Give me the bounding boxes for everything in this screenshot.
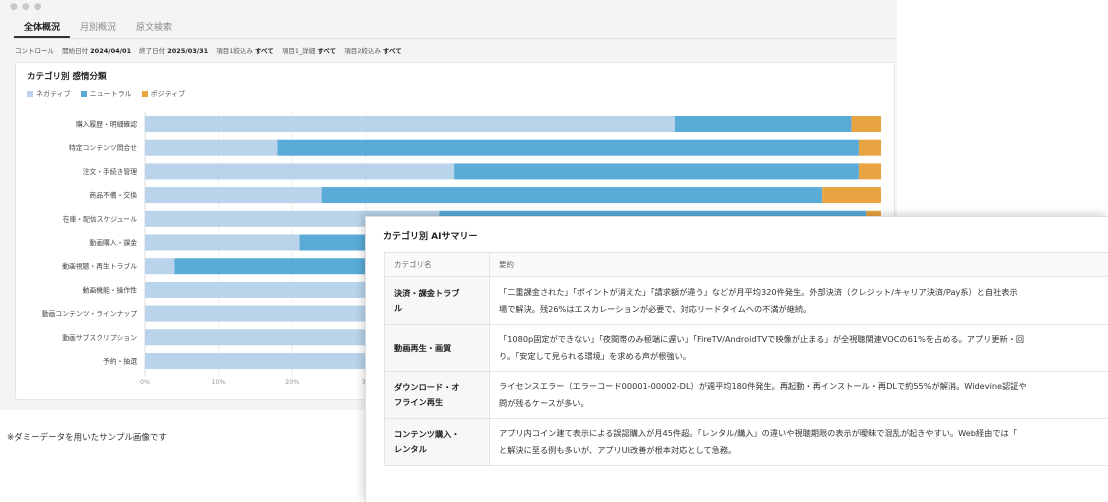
bar-segment-positive [858,163,881,180]
category-label: 動画コンテンツ・ラインナップ [42,309,137,318]
summary-table: カテゴリ名 要約 決済・課金トラブル「二重課金された」「ポイントが消えた」「請求… [384,252,1108,466]
summary-category: 決済・課金トラブル [384,276,490,325]
bar-segment-negative [145,116,675,132]
category-label: 購入履歴・明細確認 [76,120,137,129]
bar-segment-negative [145,139,278,156]
summary-text: 「1080p固定ができない」「夜間帯のみ極端に遅い」「FireTV/Androi… [489,324,1108,372]
item1-detail-filter[interactable]: 項目1_詳細 すべて [281,47,337,55]
bar-segment-neutral [277,139,859,156]
legend-positive[interactable]: ポジティブ [141,89,185,99]
ai-summary-panel: カテゴリ別 AIサマリー カテゴリ名 要約 決済・課金トラブル「二重課金された」… [365,216,1108,502]
category-label: 動画視聴・再生トラブル [62,262,137,271]
summary-category: コンテンツ購入・ レンタル [384,418,490,466]
chart-title: カテゴリ別 感情分類 [27,72,107,82]
bar-segment-negative [145,163,455,180]
tab-search[interactable]: 原文検索 [136,23,173,33]
category-label: 特定コンテンツ問合せ [69,143,137,152]
bar-segment-positive [822,187,881,204]
bar-segment-negative [145,258,175,275]
x-tick-label: 0% [140,378,150,386]
category-label: 動画サブスクリプション [62,333,137,342]
bar-segment-neutral [454,163,859,180]
bar-segment-negative [145,234,300,251]
summary-row: コンテンツ購入・ レンタル アプリ内コイン建て表示による誤認購入が月45件超。「レン… [384,418,1108,466]
summary-row: 動画再生・画質 「1080p固定ができない」「夜間帯のみ極端に遅い」「FireTV… [384,324,1108,372]
summary-row: 決済・課金トラブル「二重課金された」「ポイントが消えた」「請求額が違う」などが月… [384,276,1108,325]
summary-text: 「二重課金された」「ポイントが消えた」「請求額が違う」などが月平均320件発生。… [489,276,1108,325]
summary-category: ダウンロード・オ フライン再生 [384,371,490,419]
control-label: コントロール [15,47,54,55]
summary-row: ダウンロード・オ フライン再生 ライセンスエラー（エラーコード00001-00002… [384,371,1108,419]
bar-segment-negative [145,281,381,298]
end-date-filter[interactable]: 終了日付 2025/03/31 [139,47,209,55]
bar-segment-negative [145,305,381,322]
x-tick-label: 10% [211,378,225,386]
category-label: 商品不備・交換 [89,191,137,200]
sample-note: ※ダミーデータを用いたサンプル画像です [7,433,167,443]
chart-legend: ネガティブ ニュートラル ポジティブ [27,89,185,99]
legend-negative[interactable]: ネガティブ [27,89,71,99]
category-label: 動画購入・課金 [89,238,137,247]
bar-segment-negative [145,329,381,346]
tab-divider [14,38,897,39]
summary-text: アプリ内コイン建て表示による誤認購入が月45件超。「レンタル/購入」の違いや視聴… [489,418,1108,466]
header-category: カテゴリ名 [384,252,490,277]
summary-text: ライセンスエラー（エラーコード00001-00002-DL）が週平均180件発生… [489,371,1108,419]
tab-monthly[interactable]: 月別概況 [80,23,117,33]
item2-filter[interactable]: 項目2絞込み すべて [344,47,402,55]
item1-filter[interactable]: 項目1絞込み すべて [216,47,274,55]
tab-overview[interactable]: 全体概況 [14,20,71,38]
x-tick-label: 20% [285,378,299,386]
window-controls-icon[interactable]: ●●● [10,2,46,12]
category-label: 予約・抽選 [103,357,137,366]
summary-title: カテゴリ別 AIサマリー [383,232,478,242]
bar-segment-neutral [321,187,823,204]
summary-category: 動画再生・画質 [384,324,490,372]
category-label: 動画機能・操作性 [83,285,138,294]
category-label: 注文・手続き管理 [83,167,138,176]
bar-segment-negative [145,353,381,369]
bar-segment-positive [858,139,881,156]
legend-neutral[interactable]: ニュートラル [80,89,132,99]
tab-bar: 全体概況 月別概況 原文検索 [14,20,182,38]
bar-segment-negative [145,187,322,204]
start-date-filter[interactable]: 開始日付 2024/04/01 [62,47,132,55]
filter-bar: コントロール 開始日付 2024/04/01 終了日付 2025/03/31 項… [15,45,408,55]
bar-segment-neutral [674,116,852,132]
header-summary: 要約 [489,252,1108,277]
bar-segment-positive [851,116,881,132]
category-label: 在庫・配信スケジュール [63,214,137,223]
